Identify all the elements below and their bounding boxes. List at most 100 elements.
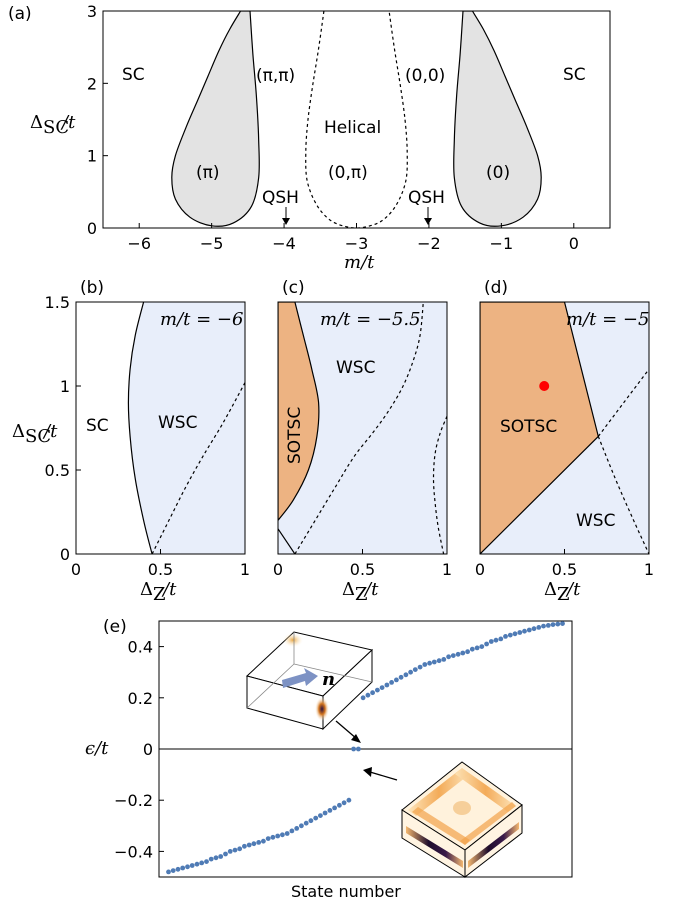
sotsc-region [278,302,320,522]
energy-point [389,680,394,685]
energy-point [474,645,480,651]
energy-point [417,664,423,670]
hinge-state-front [406,826,463,868]
qsh-arrowhead-left [282,218,290,225]
panel-d-x-tick-label: 0 [475,560,485,579]
energy-point [218,854,224,859]
energy-point [185,864,190,870]
panel-e-y-tick-label: 0.4 [128,638,153,657]
panel-e-tag: (e) [103,617,127,637]
panel-a-x-tick-label: −1 [490,234,514,253]
energy-point [436,658,442,664]
svg-text:Δ: Δ [30,112,43,133]
wsc-region [128,302,245,554]
svg-text:/t: /t [161,579,177,600]
panel-b-y-tick-label: 0.5 [45,461,70,480]
energy-point [365,692,371,698]
region-wsc: WSC [158,413,197,433]
energy-point [512,631,518,637]
energy-point [384,682,390,688]
panel-b-x-tick-label: 1 [240,560,250,579]
pointer-arrowhead-edge [363,767,372,777]
panel-e-yticks: −0.4 −0.2 0 0.2 0.4 [114,638,164,861]
energy-point [313,815,319,821]
panel-a-x-tick-label: −3 [345,234,369,253]
panel-e-y-tick-label: 0.2 [128,689,153,708]
energy-point [493,637,499,643]
panel-b-y-tick-label: 0 [60,545,70,564]
energy-point [507,632,513,638]
energy-point [446,654,451,660]
energy-point [379,685,385,690]
energy-point [503,634,508,639]
energy-point [394,677,399,683]
energy-point [189,863,195,868]
panel-a: −6 −5 −4 −3 −2 −1 0 0 1 2 3 (a) SC (π) (π,π) Heli… [8,2,611,273]
left-lobe [171,11,260,227]
panel-a-x-tick-label: 0 [569,234,579,253]
panel-c-x-tick-label: 1 [442,560,452,579]
energy-point [422,662,428,667]
panel-a-xticks: −6 −5 −4 −3 −2 −1 0 [127,223,579,253]
region-sc-left: SC [122,65,145,85]
energy-point [275,833,281,839]
energy-points [166,621,565,875]
energy-point [318,813,323,818]
pointer-arrowhead-zero [351,734,361,743]
panel-b-ylabel: Δ SC /t [12,421,58,447]
right-lobe [453,11,542,227]
panel-a-yticks: 0 1 2 3 [87,2,108,238]
panel-a-y-tick-label: 2 [87,74,97,93]
energy-point [251,841,257,847]
energy-point [327,808,333,813]
svg-text:SC: SC [43,117,69,138]
region-sc: SC [86,416,109,436]
region-sotsc: SOTSC [285,407,305,464]
region-helical: Helical [324,118,381,138]
phase-boundary-lower [278,528,296,554]
svg-text:/t: /t [60,112,76,133]
panel-e: −0.4 −0.2 0 0.2 0.4 (e) ϵ/t State number n [85,617,573,901]
energy-point [536,625,542,630]
region-pi-pi: (π,π) [256,66,295,86]
dashed-boundary-1 [294,302,424,554]
panel-c: 0 0.5 1 (c) m/t = −5.5 SOTSC WSC Δ Z /t [273,278,452,605]
panel-d-annotation: m/t = −5 [566,309,649,330]
energy-point [560,621,565,626]
panel-c-tag: (c) [282,278,305,298]
energy-point [265,836,271,841]
panel-b-x-tick-label: 0.5 [148,560,173,579]
panel-e-y-tick-label: −0.2 [114,791,153,810]
panel-d-xticks: 0 0.5 1 [475,549,654,579]
energy-point [256,840,262,845]
energy-point [531,626,537,632]
energy-point [431,659,437,665]
energy-point [242,843,247,849]
energy-point [427,660,432,666]
dashed-boundary-lower [597,436,649,554]
energy-point [337,802,342,808]
panel-a-y-tick-label: 3 [87,2,97,21]
panel-c-x-tick-label: 0 [273,560,283,579]
energy-point [170,868,176,873]
energy-point [180,865,186,871]
energy-point [488,639,494,644]
energy-point [322,810,328,816]
corner-state-bottom [315,697,329,721]
energy-point [360,695,366,701]
panel-d: 0 0.5 1 (d) m/t = −5 SOTSC WSC Δ Z /t [475,278,654,605]
svg-text:/t: /t [363,579,379,600]
energy-point [465,649,470,655]
region-sc-right: SC [563,65,586,85]
inset-corner-states: n [245,631,374,731]
panel-b-y-tick-label: 1 [60,377,70,396]
energy-point [303,820,309,826]
panel-c-x-tick-label: 0.5 [350,560,375,579]
energy-point [408,669,413,675]
panel-a-tag: (a) [8,4,32,24]
region-sotsc: SOTSC [500,417,557,437]
panel-d-x-tick-label: 0.5 [552,560,577,579]
red-marker [539,381,550,391]
energy-point [517,630,523,635]
